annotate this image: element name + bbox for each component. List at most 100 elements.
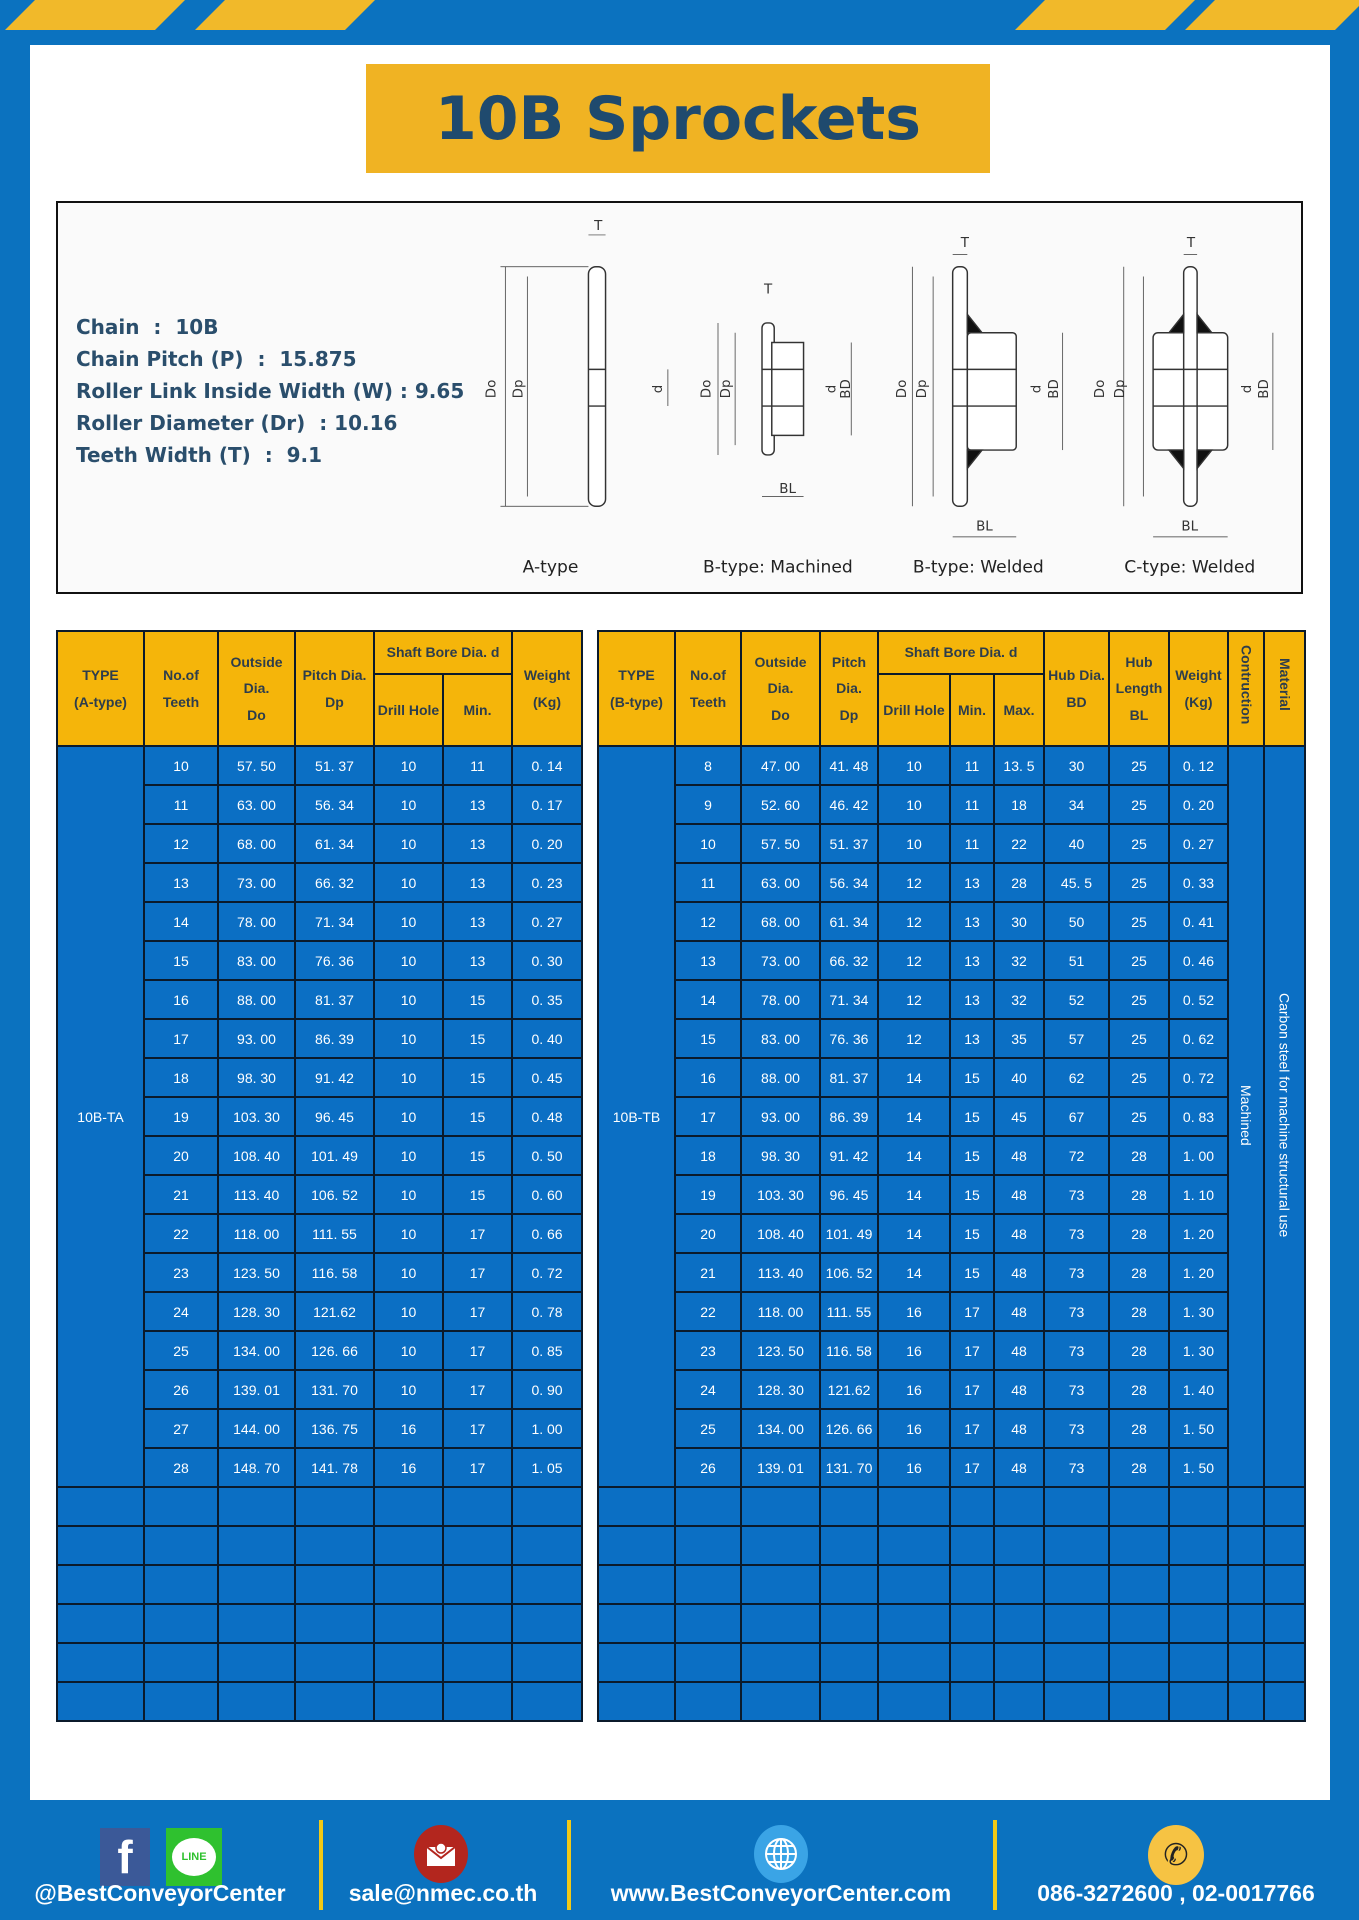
phone-link[interactable]: 086-3272600 , 02-0017766	[1037, 1880, 1315, 1906]
label-do: Do	[895, 380, 910, 399]
globe-glyph	[765, 1838, 797, 1870]
cell-min-bore: 13	[441, 940, 514, 981]
cell-max-bore: 45	[993, 1096, 1045, 1137]
table-row: 22 118. 00 111. 55 10 17 0. 66	[57, 1213, 584, 1254]
empty-cell	[511, 1642, 584, 1683]
header-weight: Weight (Kg)	[511, 630, 584, 747]
cell-hub-dia: 30	[1043, 745, 1110, 786]
table-row: 25 134. 00 126. 66 16 17 48 73 28 1. 50	[598, 1408, 1305, 1449]
cell-drill-hole: 14	[877, 1057, 951, 1098]
table-row: 18 98. 30 91. 42 10 15 0. 45	[57, 1057, 584, 1098]
social-handle-link[interactable]: @BestConveyorCenter	[34, 1880, 286, 1906]
header-teeth: No.of Teeth	[674, 630, 742, 747]
decor-stripe	[1185, 0, 1359, 30]
empty-cell	[819, 1486, 879, 1527]
cell-drill-hole: 12	[877, 901, 951, 942]
cell-weight: 1. 30	[1168, 1291, 1229, 1332]
cell-min-bore: 17	[441, 1330, 514, 1371]
cell-outside-dia: 134. 00	[740, 1408, 821, 1449]
empty-cell	[441, 1681, 514, 1722]
empty-cell	[597, 1603, 676, 1644]
cell-hub-dia: 45. 5	[1043, 862, 1110, 903]
empty-cell	[1263, 1681, 1306, 1722]
table-row: 11 63. 00 56. 34 12 13 28 45. 5 25 0. 33	[598, 862, 1305, 903]
spec-roller-link-width: Roller Link Inside Width (W) : 9.65	[76, 379, 465, 403]
cell-min-bore: 17	[949, 1291, 995, 1332]
cell-pitch-dia: 101. 49	[819, 1213, 879, 1254]
label-d: d	[651, 385, 666, 394]
cell-pitch-dia: 121.62	[294, 1291, 375, 1332]
cell-pitch-dia: 116. 58	[819, 1330, 879, 1371]
email-icon[interactable]	[414, 1825, 468, 1883]
empty-cell	[441, 1525, 514, 1566]
empty-cell	[441, 1564, 514, 1605]
empty-cell	[877, 1525, 951, 1566]
empty-cell	[949, 1642, 995, 1683]
cell-drill-hole: 10	[877, 784, 951, 825]
empty-cell	[1108, 1564, 1170, 1605]
cell-weight: 0. 60	[511, 1174, 584, 1215]
cell-pitch-dia: 106. 52	[294, 1174, 375, 1215]
empty-cell	[56, 1603, 145, 1644]
header-weight: Weight (Kg)	[1168, 630, 1229, 747]
table-row: 26 139. 01 131. 70 10 17 0. 90	[57, 1369, 584, 1410]
cell-max-bore: 48	[993, 1447, 1045, 1488]
cell-pitch-dia: 131. 70	[294, 1369, 375, 1410]
line-icon[interactable]: LINE	[166, 1828, 222, 1886]
empty-cell	[1227, 1486, 1265, 1527]
cell-hub-length: 25	[1108, 862, 1170, 903]
empty-cell	[1108, 1525, 1170, 1566]
empty-cell	[1227, 1642, 1265, 1683]
construction-value: Machined	[1238, 1084, 1254, 1146]
empty-cell	[597, 1681, 676, 1722]
cell-outside-dia: 144. 00	[217, 1408, 296, 1449]
cell-drill-hole: 12	[877, 940, 951, 981]
cell-pitch-dia: 46. 42	[819, 784, 879, 825]
empty-cell	[1108, 1642, 1170, 1683]
empty-cell	[1168, 1681, 1229, 1722]
empty-cell	[1168, 1642, 1229, 1683]
cell-pitch-dia: 71. 34	[294, 901, 375, 942]
facebook-icon[interactable]: f	[100, 1828, 150, 1886]
type-cell: 10B-TA	[56, 745, 145, 1488]
empty-cell	[674, 1642, 742, 1683]
cell-weight: 0. 27	[1168, 823, 1229, 864]
cell-drill-hole: 10	[373, 1057, 444, 1098]
empty-cell	[1263, 1564, 1306, 1605]
cell-min-bore: 13	[949, 862, 995, 903]
cell-hub-length: 25	[1108, 823, 1170, 864]
phone-icon[interactable]: ✆	[1148, 1825, 1204, 1885]
empty-row	[56, 1525, 584, 1566]
cell-drill-hole: 10	[373, 1018, 444, 1059]
table-row: 12 68. 00 61. 34 10 13 0. 20	[57, 823, 584, 864]
cell-drill-hole: 10	[373, 1213, 444, 1254]
cell-weight: 0. 78	[511, 1291, 584, 1332]
email-link[interactable]: sale@nmec.co.th	[348, 1880, 538, 1906]
cell-pitch-dia: 66. 32	[819, 940, 879, 981]
cell-outside-dia: 134. 00	[217, 1330, 296, 1371]
cell-min-bore: 17	[949, 1369, 995, 1410]
cell-hub-length: 25	[1108, 784, 1170, 825]
cell-min-bore: 15	[441, 1174, 514, 1215]
cell-max-bore: 48	[993, 1408, 1045, 1449]
empty-row	[597, 1486, 1306, 1527]
header-shaft-bore: Shaft Bore Dia. d	[877, 630, 1045, 675]
cell-outside-dia: 73. 00	[740, 940, 821, 981]
cell-weight: 0. 27	[511, 901, 584, 942]
decor-stripe	[195, 0, 375, 30]
cell-weight: 0. 48	[511, 1096, 584, 1137]
empty-cell	[1263, 1603, 1306, 1644]
empty-cell	[1108, 1681, 1170, 1722]
empty-cell	[819, 1525, 879, 1566]
empty-cell	[1168, 1525, 1229, 1566]
label-bd: BD	[1047, 379, 1062, 399]
globe-icon[interactable]	[754, 1825, 808, 1883]
cell-teeth: 12	[143, 823, 219, 864]
table-row: 21 113. 40 106. 52 14 15 48 73 28 1. 20	[598, 1252, 1305, 1293]
cell-hub-length: 28	[1108, 1213, 1170, 1254]
cell-drill-hole: 16	[877, 1330, 951, 1371]
empty-cell	[143, 1564, 219, 1605]
cell-hub-dia: 73	[1043, 1330, 1110, 1371]
website-link[interactable]: www.BestConveyorCenter.com	[610, 1880, 952, 1906]
cell-drill-hole: 10	[373, 745, 444, 786]
